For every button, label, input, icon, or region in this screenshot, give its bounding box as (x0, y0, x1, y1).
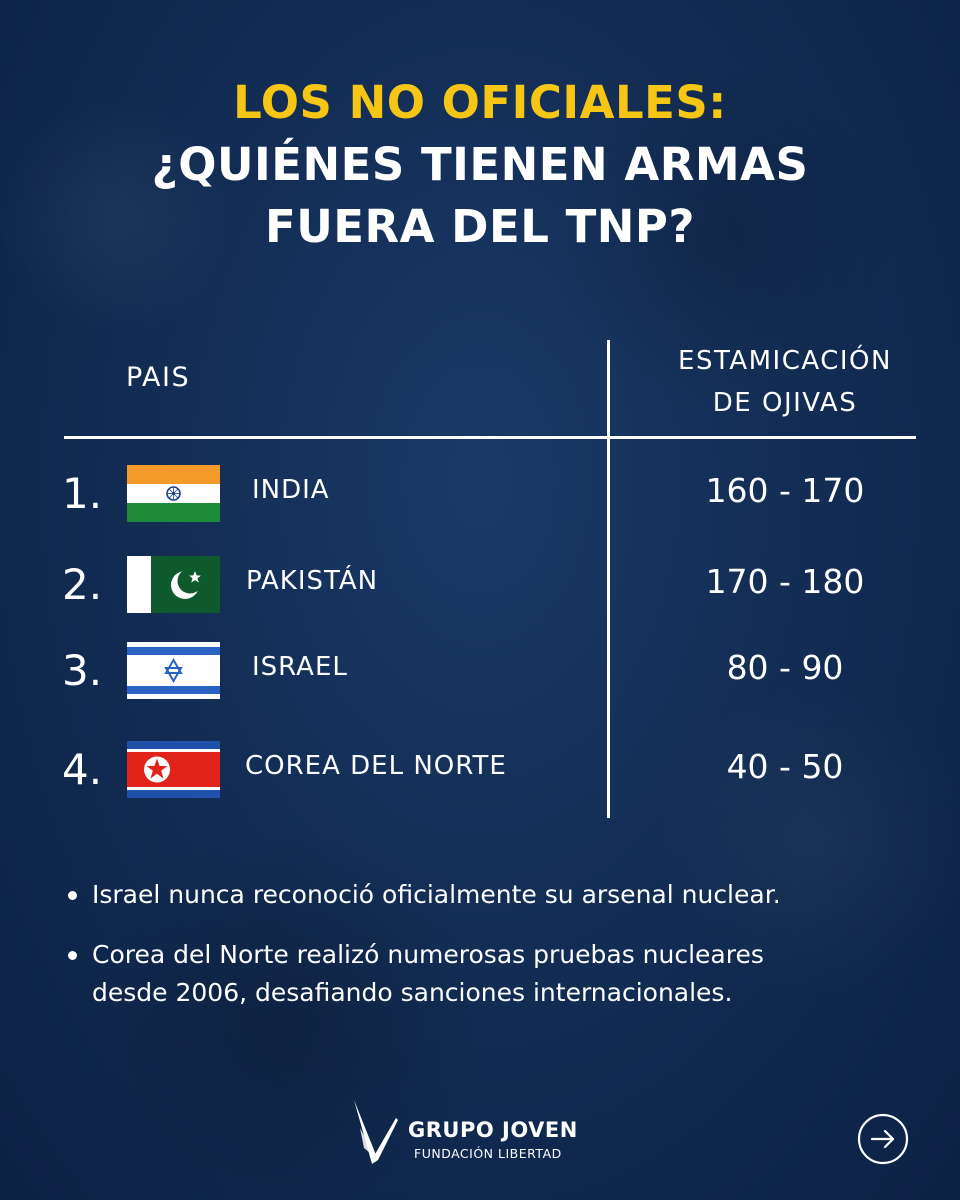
title-line-2: ¿QUIÉNES TIENEN ARMAS (151, 138, 809, 191)
country-name: COREA DEL NORTE (245, 751, 507, 781)
row-number: 4. (62, 745, 103, 794)
row-number: 2. (62, 560, 103, 609)
title-line-3: FUERA DEL TNP? (264, 200, 696, 253)
list-item: Israel nunca reconoció oficialmente su a… (66, 876, 926, 914)
row-number: 1. (62, 469, 103, 518)
brand-subtitle: FUNDACIÓN LIBERTAD (414, 1146, 562, 1161)
north-korea-flag-icon (127, 741, 220, 798)
brand-name: GRUPO JOVEN (408, 1118, 578, 1142)
country-name: PAKISTÁN (246, 566, 379, 596)
table-column-divider (607, 340, 610, 818)
notes-list: Israel nunca reconoció oficialmente su a… (66, 876, 926, 1034)
warhead-estimate: 40 - 50 (726, 747, 844, 786)
table-row: 4. COREA DEL NORTE 40 - 50 (0, 741, 960, 801)
row-number: 3. (62, 646, 103, 695)
bullet-icon (68, 951, 77, 960)
pakistan-flag-icon (127, 556, 220, 613)
table-row: 3. ISRAEL 80 - 90 (0, 642, 960, 702)
column-header-country: PAIS (126, 362, 191, 393)
bullet-icon (68, 891, 77, 900)
israel-flag-icon (127, 642, 220, 699)
column-header-estimate-line-2: DE OJIVAS (712, 388, 858, 418)
note-text: Corea del Norte realizó numerosas prueba… (92, 940, 764, 1007)
column-header-estimate-line-1: ESTAMICACIÓN (678, 346, 892, 376)
note-text: Israel nunca reconoció oficialmente su a… (92, 880, 781, 909)
brand-logo: GRUPO JOVEN FUNDACIÓN LIBERTAD (352, 1098, 612, 1168)
warhead-estimate: 80 - 90 (726, 648, 844, 687)
logo-mark-icon (354, 1100, 398, 1164)
table-header-divider (64, 436, 916, 439)
page-title: LOS NO OFICIALES: ¿QUIÉNES TIENEN ARMAS … (0, 72, 960, 258)
india-flag-icon (127, 465, 220, 522)
table-row: 1. INDIA 160 - 170 (0, 465, 960, 525)
arrow-right-circle-icon[interactable] (857, 1113, 909, 1165)
table-row: 2. PAKISTÁN 170 - 180 (0, 556, 960, 616)
warhead-estimate: 170 - 180 (705, 562, 865, 601)
country-name: INDIA (252, 475, 330, 505)
list-item: Corea del Norte realizó numerosas prueba… (66, 936, 812, 1012)
title-line-1: LOS NO OFICIALES: (233, 76, 727, 129)
column-header-estimate: ESTAMICACIÓN DE OJIVAS (640, 340, 930, 424)
country-name: ISRAEL (252, 652, 348, 682)
warhead-estimate: 160 - 170 (705, 471, 865, 510)
